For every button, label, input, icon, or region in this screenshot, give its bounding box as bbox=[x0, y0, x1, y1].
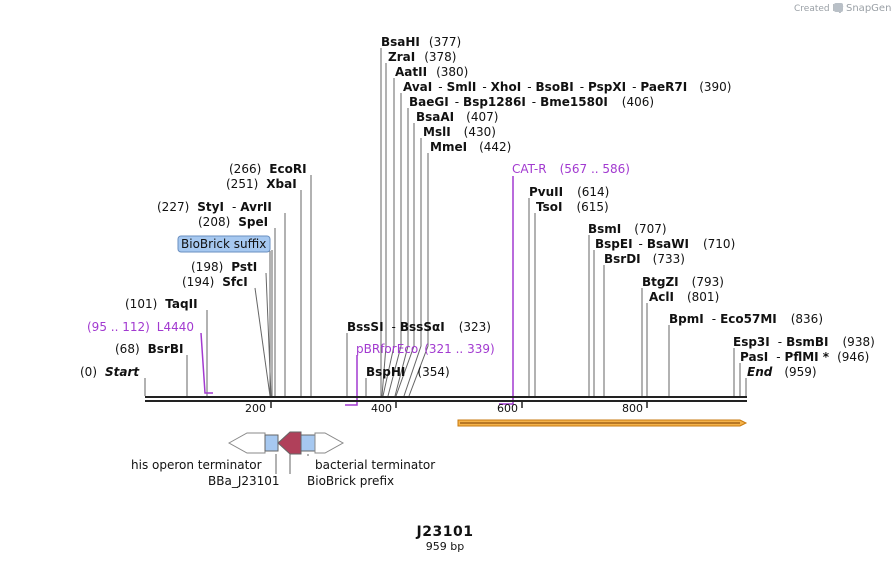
enzyme-site[interactable]: (198) PstI bbox=[191, 260, 257, 274]
snapgene-logo-icon bbox=[834, 3, 843, 12]
bacterial-terminator-label: bacterial terminator bbox=[315, 458, 435, 472]
enzyme-site[interactable]: BspHI (354) bbox=[366, 365, 450, 379]
snapgene-brand: Created by SnapGene bbox=[794, 3, 892, 14]
primer-label[interactable]: CAT-R (567 .. 586) bbox=[512, 162, 630, 176]
enzyme-site[interactable]: BsaHI (377) bbox=[381, 35, 461, 49]
enzyme-site[interactable]: BtgZI (793) bbox=[642, 275, 724, 289]
enzyme-site[interactable]: BsaAI (407) bbox=[416, 110, 498, 124]
enzyme-site[interactable]: (227) StyI - AvrII bbox=[157, 200, 272, 214]
enzyme-site[interactable]: BaeGI - Bsp1286I - Bme1580I (406) bbox=[409, 95, 654, 109]
snapgene-name: SnapGene bbox=[846, 3, 892, 14]
enzyme-site[interactable]: BspEI - BsaWI (710) bbox=[595, 237, 735, 251]
biobrick-suffix-label: BioBrick suffix bbox=[181, 237, 266, 251]
enzyme-site[interactable]: BsrDI (733) bbox=[604, 252, 685, 266]
biobrick-suffix-block[interactable] bbox=[264, 434, 279, 452]
primer-label[interactable]: pBRforEco (321 .. 339) bbox=[356, 342, 495, 356]
bba-j23101-label: BBa_J23101 bbox=[208, 474, 280, 488]
enzyme-site[interactable]: End (959) bbox=[747, 365, 817, 379]
enzyme-site[interactable]: BssSI - BssSαI (323) bbox=[347, 320, 491, 334]
biobrick-prefix-label: BioBrick prefix bbox=[307, 474, 394, 488]
enzyme-site[interactable]: BsmI (707) bbox=[588, 222, 667, 236]
enzyme-site[interactable]: PasI - PflMI * (946) bbox=[740, 350, 869, 364]
feature-track bbox=[227, 431, 345, 455]
enzyme-site[interactable]: PvuII (614) bbox=[529, 185, 609, 199]
enzyme-site[interactable]: TsoI (615) bbox=[536, 200, 609, 214]
his-operon-terminator-arrow[interactable] bbox=[227, 432, 266, 454]
enzyme-site[interactable]: (208) SpeI bbox=[198, 215, 268, 229]
orf-arrow[interactable] bbox=[457, 419, 748, 427]
tick-label: 400 bbox=[371, 402, 392, 415]
promoter-arrow[interactable] bbox=[277, 431, 302, 455]
enzyme-site[interactable]: MmeI (442) bbox=[430, 140, 511, 154]
enzyme-site[interactable]: (251) XbaI bbox=[226, 177, 297, 191]
enzyme-site[interactable]: BpmI - Eco57MI (836) bbox=[669, 312, 823, 326]
enzyme-site[interactable]: (266) EcoRI bbox=[229, 162, 307, 176]
enzyme-site[interactable]: (0) Start bbox=[80, 365, 140, 379]
enzyme-site[interactable]: (68) BsrBI bbox=[115, 342, 183, 356]
enzyme-site[interactable]: AvaI - SmlI - XhoI - BsoBI - PspXI - PaeR7I (390) bbox=[403, 80, 731, 94]
enzyme-site[interactable]: MslI (430) bbox=[423, 125, 496, 139]
primer-leaders bbox=[200, 176, 514, 406]
enzyme-site[interactable]: (194) SfcI bbox=[182, 275, 248, 289]
his-operon-terminator-label: his operon terminator bbox=[131, 458, 262, 472]
created-by-text: Created by bbox=[794, 4, 844, 14]
tick-label: 800 bbox=[622, 402, 643, 415]
biobrick-prefix-block[interactable] bbox=[300, 434, 316, 452]
enzyme-site[interactable]: ZraI (378) bbox=[388, 50, 456, 64]
backbone-top-strand bbox=[145, 396, 747, 398]
enzyme-site[interactable]: AclI (801) bbox=[649, 290, 719, 304]
sequence-ruler: 200 400 600 800 bbox=[145, 396, 747, 415]
primer-label[interactable]: (95 .. 112) L4440 bbox=[87, 320, 194, 334]
tick-label: 200 bbox=[245, 402, 266, 415]
enzyme-site[interactable]: AatII (380) bbox=[395, 65, 468, 79]
map-length: 959 bp bbox=[426, 540, 464, 553]
tick-label: 600 bbox=[497, 402, 518, 415]
enzyme-site[interactable]: (101) TaqII bbox=[125, 297, 198, 311]
bacterial-terminator-arrow[interactable] bbox=[314, 432, 345, 454]
backbone-bottom-strand bbox=[145, 400, 747, 402]
map-title: J23101 bbox=[416, 524, 474, 540]
enzyme-site[interactable]: Esp3I - BsmBI (938) bbox=[733, 335, 875, 349]
biobrick-suffix-badge[interactable]: BioBrick suffix bbox=[177, 235, 271, 253]
leader-lines bbox=[144, 48, 747, 474]
